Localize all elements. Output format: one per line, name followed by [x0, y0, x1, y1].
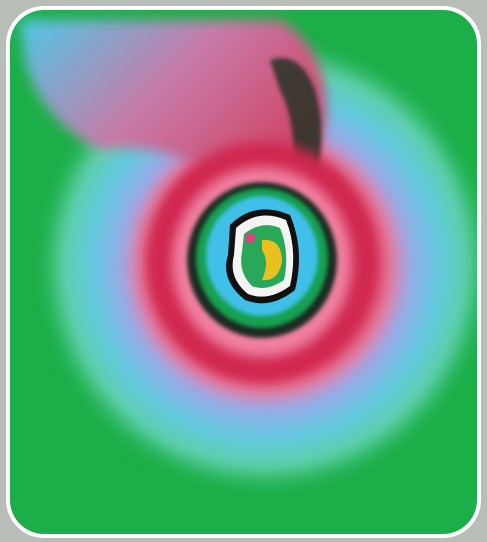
hot-spot: [245, 233, 255, 243]
image: [0, 0, 487, 542]
thermal-map: [0, 0, 487, 542]
page: [0, 0, 487, 542]
